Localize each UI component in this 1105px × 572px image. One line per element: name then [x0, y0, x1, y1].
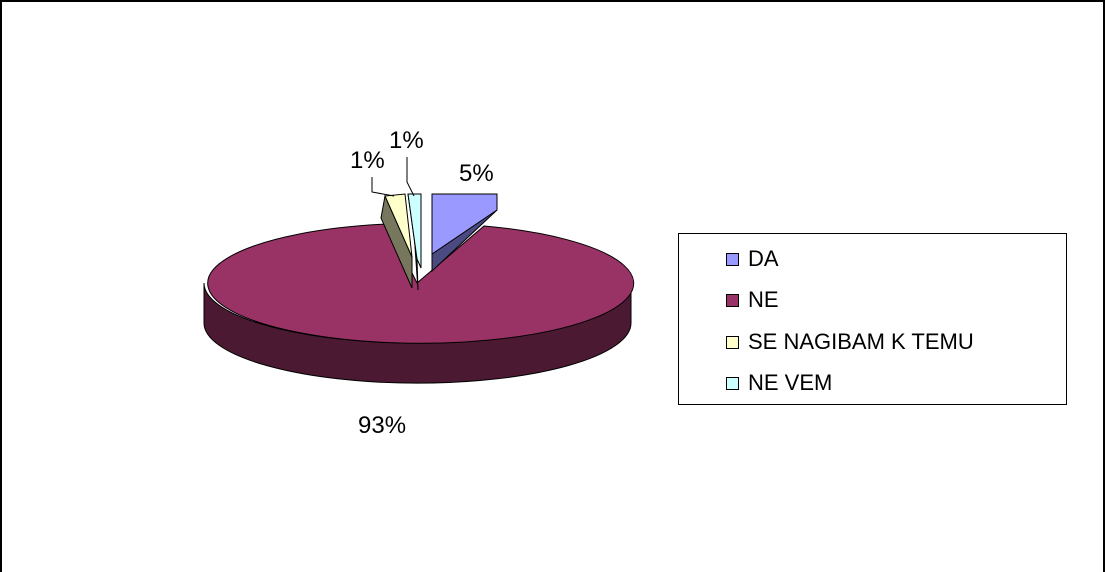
- leader-line-se-nagibam: [371, 177, 395, 197]
- pie-slice-se-nagibam: [384, 193, 413, 258]
- legend-item-ne: NE: [726, 285, 779, 315]
- legend-item-da: DA: [726, 244, 779, 274]
- data-label-ne-vem: 1%: [389, 127, 424, 154]
- legend-swatch-da: [726, 252, 739, 266]
- pie-slice-ne-vem: [407, 193, 422, 269]
- data-label-da: 5%: [459, 160, 494, 187]
- legend-swatch-se-nagibam: [726, 335, 739, 349]
- data-label-ne: 93%: [358, 412, 406, 439]
- legend-swatch-ne: [726, 293, 739, 307]
- pie-slice-ne: [207, 223, 635, 344]
- pie-slice-da: [431, 193, 498, 255]
- legend-label-ne-vem: NE VEM: [748, 370, 833, 395]
- legend-swatch-ne-vem: [726, 376, 739, 390]
- legend: DA NE SE NAGIBAM K TEMU NE VEM: [678, 233, 1067, 405]
- legend-item-ne-vem: NE VEM: [726, 368, 832, 398]
- legend-label-ne: NE: [748, 287, 779, 312]
- legend-label-da: DA: [748, 246, 779, 271]
- leader-line-ne-vem: [406, 157, 415, 197]
- legend-label-se-nagibam: SE NAGIBAM K TEMU: [748, 329, 974, 354]
- legend-item-se-nagibam: SE NAGIBAM K TEMU: [726, 327, 974, 357]
- data-label-se-nagibam: 1%: [350, 147, 385, 174]
